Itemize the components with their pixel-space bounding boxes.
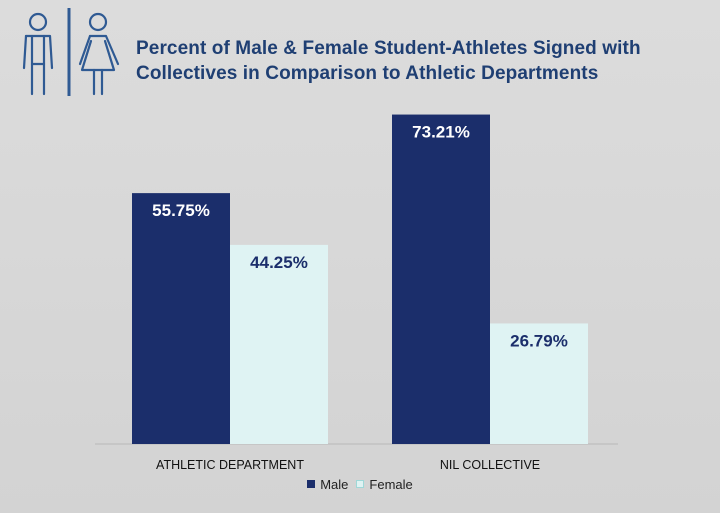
bar-female-1 [490,323,588,444]
data-label-male-1: 73.21% [412,123,470,142]
category-label-0: ATHLETIC DEPARTMENT [156,458,304,472]
legend-swatch-female [356,480,365,488]
restroom-icons [22,8,120,96]
data-label-female-0: 44.25% [250,253,308,272]
chart-title: Percent of Male & Female Student-Athlete… [136,36,696,86]
bar-male-0 [132,193,230,444]
category-label-1: NIL COLLECTIVE [440,458,540,472]
data-label-female-1: 26.79% [510,331,568,350]
legend-item-female: Female [356,476,413,492]
bar-male-1 [392,114,490,445]
female-restroom-icon [78,12,120,96]
bar-female-0 [230,244,328,444]
male-restroom-icon [22,12,54,96]
legend-label-male: Male [320,476,349,492]
legend: Male Female [0,474,720,494]
chart-title-line-1: Percent of Male & Female Student-Athlete… [136,38,641,59]
chart-header: Percent of Male & Female Student-Athlete… [0,0,720,100]
legend-swatch-male [307,480,316,488]
chart-title-line-2: Collectives in Comparison to Athletic De… [136,63,599,84]
legend-item-male: Male [307,477,348,492]
legend-label-female: Female [369,476,413,492]
data-label-male-0: 55.75% [152,201,210,220]
